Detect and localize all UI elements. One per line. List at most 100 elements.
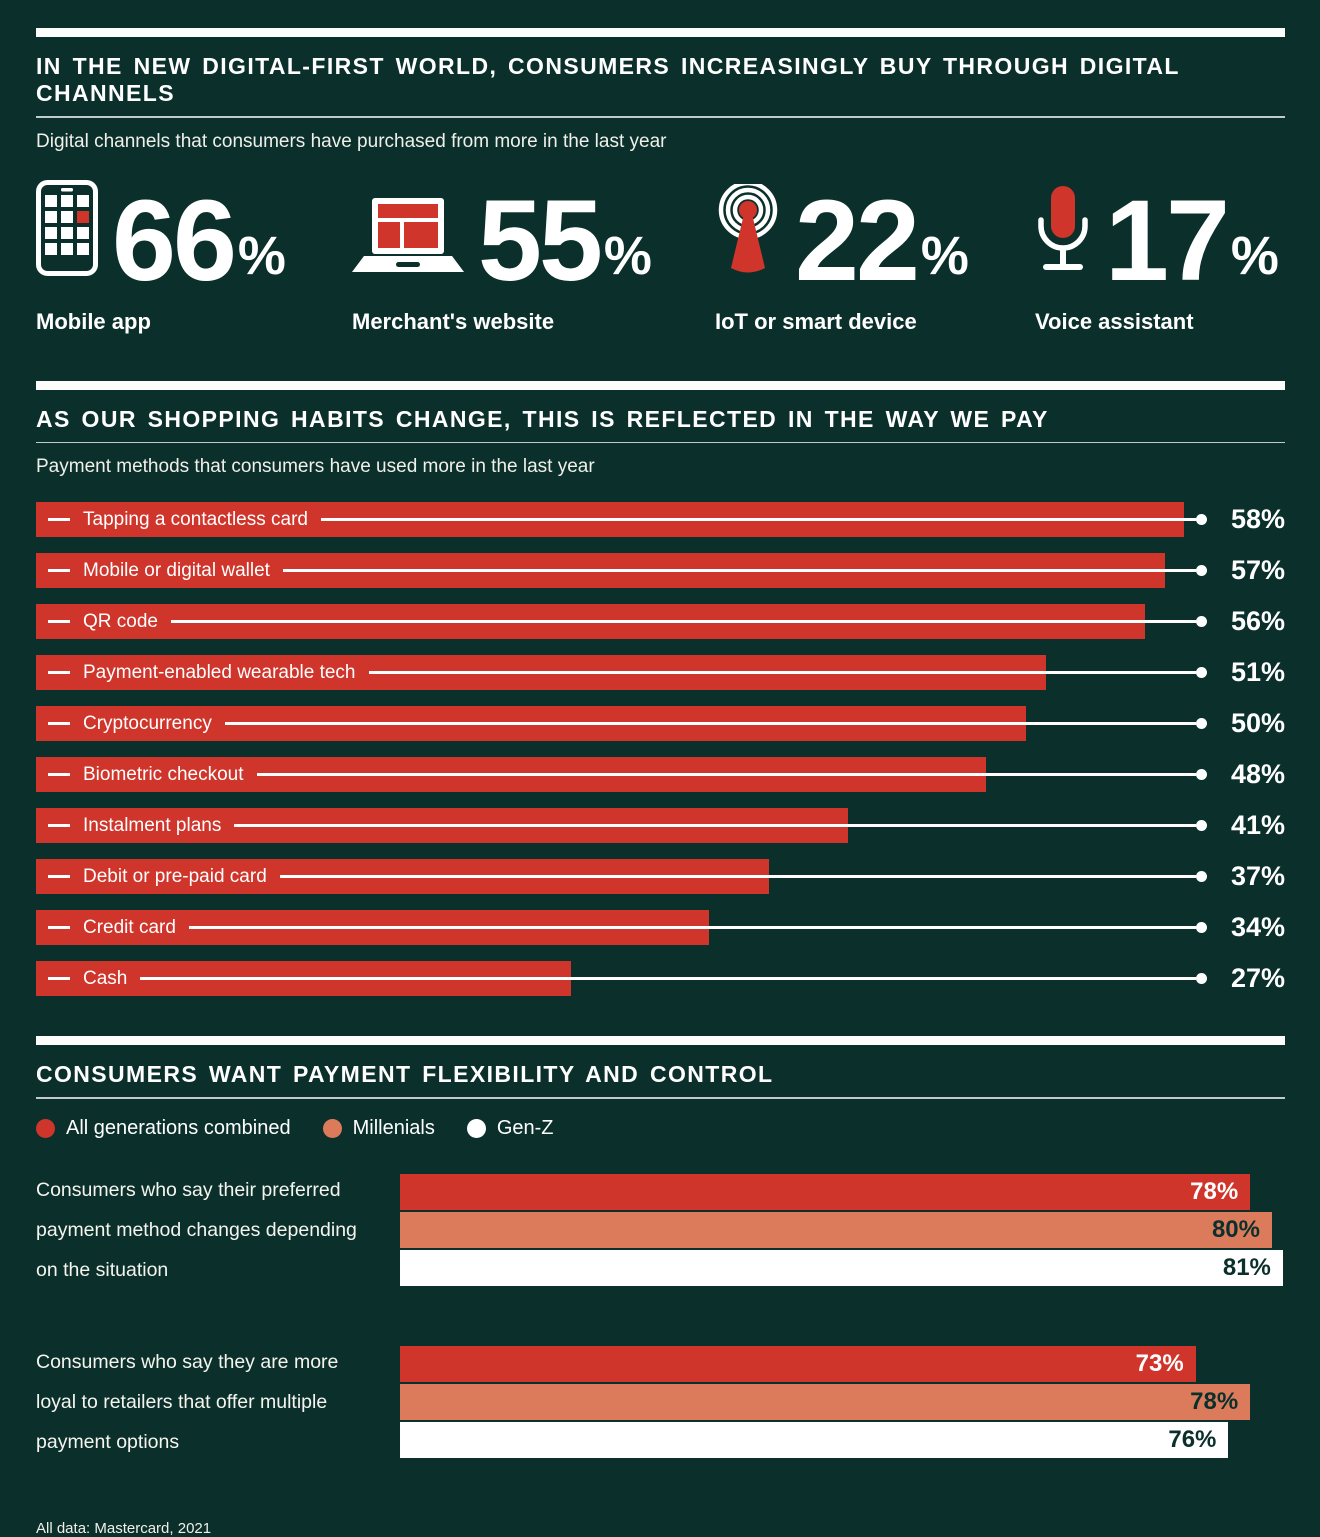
stat-mobile-app: 66 % Mobile app [36, 176, 352, 335]
generation-legend: All generations combined Millenials Gen-… [36, 1117, 1285, 1140]
leader-dot [1196, 718, 1207, 729]
section1-title: IN THE NEW DIGITAL-FIRST WORLD, CONSUMER… [36, 53, 1180, 106]
bar-row-debit-card: Debit or pre-paid card 37% [36, 859, 1285, 894]
microphone-icon [1035, 184, 1091, 281]
group-bar-gen-z: 81% [400, 1249, 1283, 1286]
bar-label: Biometric checkout [83, 763, 244, 785]
legend-label: All generations combined [66, 1116, 291, 1139]
data-source-note: All data: Mastercard, 2021 [36, 1519, 212, 1537]
group-bar-all-generations: 78% [400, 1173, 1251, 1210]
stat-iot-device: 22 % IoT or smart device [715, 176, 1035, 335]
bar-label: Mobile or digital wallet [83, 559, 270, 581]
leader-line [224, 722, 1196, 725]
bar-label: Cash [83, 967, 128, 989]
leader-line [140, 977, 1196, 980]
legend-label: Gen-Z [496, 1116, 554, 1139]
bar-row-instalment: Instalment plans 41% [36, 808, 1285, 843]
stat-value: 22 [795, 176, 920, 305]
stat-label: Voice assistant [1035, 308, 1194, 334]
bar-row-wearable-tech: Payment-enabled wearable tech 51% [36, 655, 1285, 690]
leader-dot [1196, 922, 1207, 933]
bar-value: 51% [1230, 657, 1285, 687]
legend-dot-red [36, 1118, 55, 1138]
section2-divider [36, 441, 1285, 443]
antenna-icon [715, 180, 781, 281]
legend-dot-salmon [322, 1118, 342, 1138]
leader-dot [1196, 667, 1207, 678]
bar-label: Tapping a contactless card [83, 508, 308, 530]
dash [48, 824, 70, 827]
group-bar-all-generations: 73% [400, 1345, 1196, 1382]
group-retailer-loyalty: Consumers who say they are more loyal to… [36, 1342, 1285, 1462]
bar-value: 41% [1230, 810, 1285, 840]
legend-gen-z: Gen-Z [466, 1116, 554, 1140]
bar-value: 48% [1230, 759, 1285, 789]
leader-dot [1196, 514, 1207, 525]
group-preferred-method: Consumers who say their preferred paymen… [36, 1170, 1285, 1290]
dash [48, 773, 70, 776]
digital-channel-stats: 66 % Mobile app 55 % [36, 176, 1285, 335]
bar-label: Cryptocurrency [83, 712, 212, 734]
group-bar-value: 80% [1211, 1215, 1260, 1243]
stat-value: 66 [112, 176, 237, 305]
section1-subtitle: Digital channels that consumers have pur… [36, 130, 667, 152]
laptop-icon [352, 197, 464, 281]
bar-value: 27% [1230, 963, 1285, 993]
group-bar-millenials: 80% [400, 1211, 1272, 1248]
bar-row-cryptocurrency: Cryptocurrency 50% [36, 706, 1285, 741]
dash [48, 926, 70, 929]
section3-top-rule [36, 1036, 1285, 1045]
stat-unit: % [603, 225, 652, 286]
group-label: Consumers who say their preferred paymen… [36, 1178, 357, 1281]
leader-line [282, 569, 1196, 572]
dash [48, 518, 70, 521]
leader-line [234, 824, 1196, 827]
dash [48, 569, 70, 572]
group-bar-value: 76% [1168, 1425, 1217, 1453]
stat-unit: % [1230, 225, 1279, 286]
bar-value: 50% [1230, 708, 1285, 738]
bar-label: Debit or pre-paid card [83, 865, 267, 887]
bar-value: 34% [1230, 912, 1285, 942]
bar-row-digital-wallet: Mobile or digital wallet 57% [36, 553, 1285, 588]
stat-label: IoT or smart device [715, 308, 917, 334]
group-label: Consumers who say they are more loyal to… [36, 1350, 339, 1453]
bar-row-contactless: Tapping a contactless card 58% [36, 502, 1285, 537]
legend-label: Millenials [352, 1116, 435, 1139]
mobile-phone-icon [36, 179, 98, 281]
stat-merchants-website: 55 % Merchant's website [352, 181, 715, 335]
stat-label: Mobile app [36, 308, 151, 334]
leader-dot [1196, 616, 1207, 627]
bar-row-cash: Cash 27% [36, 961, 1285, 996]
group-bar-value: 81% [1222, 1253, 1271, 1281]
bar-row-credit-card: Credit card 34% [36, 910, 1285, 945]
dash [48, 620, 70, 623]
section1-top-rule [36, 28, 1285, 37]
legend-all-generations: All generations combined [36, 1117, 291, 1140]
dash [48, 875, 70, 878]
dash [48, 671, 70, 674]
stat-value: 17 [1105, 176, 1230, 305]
group-bar-value: 73% [1135, 1349, 1184, 1377]
leader-line [279, 875, 1196, 878]
group-bar-gen-z: 76% [400, 1421, 1229, 1458]
bar-label: Credit card [83, 916, 176, 938]
stat-value: 55 [478, 176, 603, 305]
leader-dot [1196, 871, 1207, 882]
bar-row-qr-code: QR code 56% [36, 604, 1285, 639]
section2-subtitle: Payment methods that consumers have used… [36, 456, 595, 477]
legend-millenials: Millenials [322, 1116, 435, 1140]
stat-unit: % [920, 225, 969, 286]
bar-value: 58% [1230, 504, 1285, 534]
bar-label: Payment-enabled wearable tech [83, 661, 356, 683]
leader-line [320, 518, 1196, 521]
stat-label: Merchant's website [352, 308, 555, 334]
group-bar-value: 78% [1190, 1387, 1239, 1415]
bar-label: QR code [83, 610, 158, 632]
stat-unit: % [237, 225, 286, 286]
bar-label: Instalment plans [83, 814, 222, 836]
section3-title: CONSUMERS WANT PAYMENT FLEXIBILITY AND C… [36, 1061, 774, 1087]
leader-dot [1196, 769, 1207, 780]
bar-value: 56% [1230, 606, 1285, 636]
group-bar-value: 78% [1190, 1177, 1239, 1205]
